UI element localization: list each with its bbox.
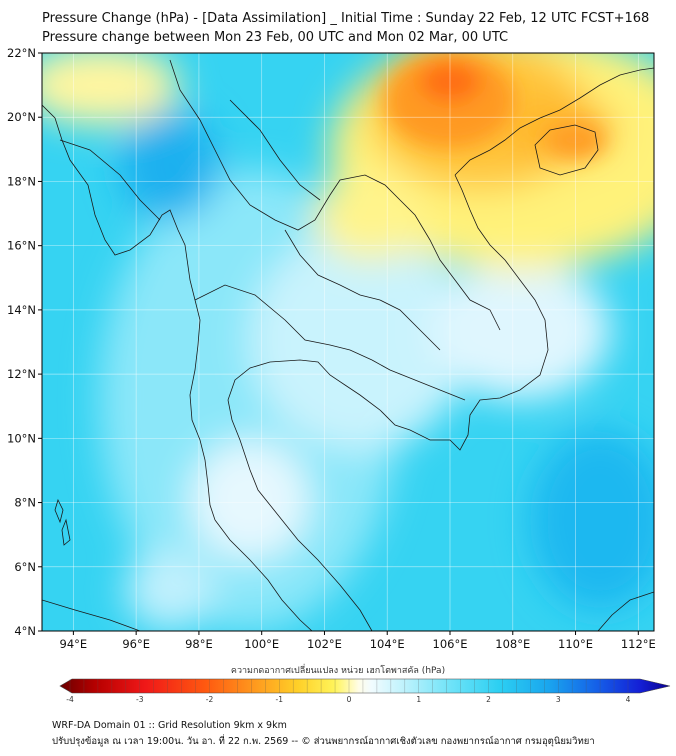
colorbar-label: -2 bbox=[206, 695, 214, 704]
colorbar-label: -1 bbox=[276, 695, 284, 704]
lon-tick-label: 100°E bbox=[244, 637, 279, 651]
colorbar: -4 -3 -2 -1 0 1 2 3 4 bbox=[59, 678, 671, 704]
colorbar-label: 4 bbox=[626, 695, 631, 704]
lat-tick-label: 14°N bbox=[7, 303, 36, 317]
lon-tick-label: 98°E bbox=[185, 637, 213, 651]
longitude-axis: 94°E 96°E 98°E 100°E 102°E 104°E 106°E 108°E 110… bbox=[60, 631, 656, 651]
footer-model-info: WRF-DA Domain 01 :: Grid Resolution 9km … bbox=[52, 720, 287, 731]
lat-tick-label: 20°N bbox=[7, 110, 36, 124]
lon-tick-label: 96°E bbox=[122, 637, 150, 651]
lon-tick-label: 112°E bbox=[621, 637, 656, 651]
colorbar-label: 2 bbox=[486, 695, 491, 704]
lat-tick-label: 16°N bbox=[7, 239, 36, 253]
lon-tick-label: 104°E bbox=[370, 637, 405, 651]
coastlines-borders bbox=[42, 59, 654, 631]
colorbar-label: 0 bbox=[347, 695, 352, 704]
lon-tick-label: 106°E bbox=[433, 637, 468, 651]
lon-tick-label: 94°E bbox=[60, 637, 88, 651]
footer-credits: ปรับปรุงข้อมูล ณ เวลา 19:00น. วัน อา. ที… bbox=[52, 736, 595, 747]
pressure-field bbox=[42, 53, 654, 631]
lat-tick-label: 10°N bbox=[7, 431, 36, 445]
map-title: Pressure Change (hPa) - [Data Assimilati… bbox=[42, 11, 650, 26]
map-frame bbox=[41, 52, 655, 632]
colorbar-label: -4 bbox=[66, 695, 74, 704]
graticule bbox=[42, 53, 654, 631]
map-subtitle: Pressure change between Mon 23 Feb, 00 U… bbox=[42, 30, 509, 45]
lat-tick-label: 12°N bbox=[7, 367, 36, 381]
colorbar-label: -3 bbox=[136, 695, 144, 704]
latitude-axis: 22°N 20°N 18°N 16°N 14°N 12°N 10°N 8°N 6°N 4°N bbox=[7, 46, 42, 638]
lon-tick-label: 108°E bbox=[495, 637, 530, 651]
lat-tick-label: 4°N bbox=[14, 624, 36, 638]
colorbar-label: 3 bbox=[556, 695, 561, 704]
colorbar-label: 1 bbox=[416, 695, 421, 704]
lon-tick-label: 110°E bbox=[558, 637, 593, 651]
lat-tick-label: 6°N bbox=[14, 560, 36, 574]
colorbar-title: ความกดอากาศเปลี่ยนแปลง หน่วย เฮกโตพาสคัล… bbox=[230, 666, 446, 676]
lat-tick-label: 18°N bbox=[7, 174, 36, 188]
lat-tick-label: 22°N bbox=[7, 46, 36, 60]
lon-tick-label: 102°E bbox=[307, 637, 342, 651]
lat-tick-label: 8°N bbox=[14, 496, 36, 510]
